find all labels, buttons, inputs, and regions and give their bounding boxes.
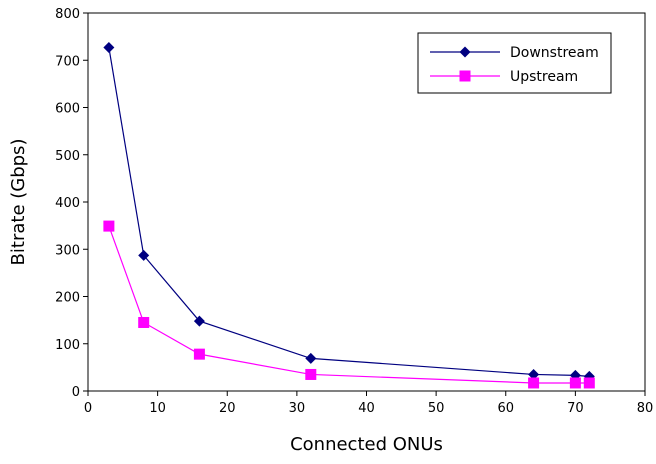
data-point-upstream [138, 316, 150, 328]
data-point-upstream [305, 368, 317, 380]
y-tick-label: 600 [55, 102, 80, 117]
y-tick-label: 500 [55, 149, 80, 164]
x-tick-label: 70 [567, 401, 584, 416]
legend-square-marker-icon [459, 70, 471, 82]
x-axis-title: Connected ONUs [290, 434, 443, 455]
series-group [103, 41, 595, 389]
data-point-upstream [528, 377, 540, 389]
legend-box [417, 32, 612, 94]
data-point-upstream [583, 377, 595, 389]
data-point-downstream [528, 368, 540, 380]
legend-label-downstream: Downstream [510, 45, 599, 61]
x-tick-label: 80 [637, 401, 654, 416]
data-point-upstream [103, 220, 115, 232]
x-axis-ticks: 0 10 20 30 40 50 60 70 80 [84, 391, 653, 416]
y-tick-label: 700 [55, 54, 80, 69]
data-point-downstream [193, 315, 205, 327]
y-axis-title: Bitrate (Gbps) [8, 139, 29, 266]
x-tick-label: 20 [219, 401, 236, 416]
x-tick-label: 10 [149, 401, 166, 416]
y-tick-label: 0 [72, 385, 80, 400]
data-point-downstream [305, 352, 317, 364]
legend-item-upstream: Upstream [430, 69, 578, 85]
x-tick-label: 60 [497, 401, 514, 416]
data-point-downstream [103, 41, 115, 53]
data-point-downstream [138, 249, 150, 261]
data-point-upstream [569, 377, 581, 389]
series-upstream [103, 220, 595, 389]
y-axis-ticks: 0 100 200 300 400 500 600 700 800 [55, 7, 88, 400]
legend-diamond-marker-icon [459, 46, 471, 58]
series-downstream [103, 41, 595, 382]
x-tick-label: 30 [289, 401, 306, 416]
y-tick-label: 800 [55, 7, 80, 22]
legend-label-upstream: Upstream [510, 69, 578, 85]
y-tick-label: 200 [55, 291, 80, 306]
legend: Downstream Upstream [417, 32, 612, 94]
legend-item-downstream: Downstream [430, 45, 599, 61]
x-tick-label: 0 [84, 401, 92, 416]
x-tick-label: 40 [358, 401, 375, 416]
y-tick-label: 400 [55, 196, 80, 211]
data-point-upstream [193, 348, 205, 360]
y-tick-label: 100 [55, 338, 80, 353]
y-tick-label: 300 [55, 243, 80, 258]
x-tick-label: 50 [428, 401, 445, 416]
